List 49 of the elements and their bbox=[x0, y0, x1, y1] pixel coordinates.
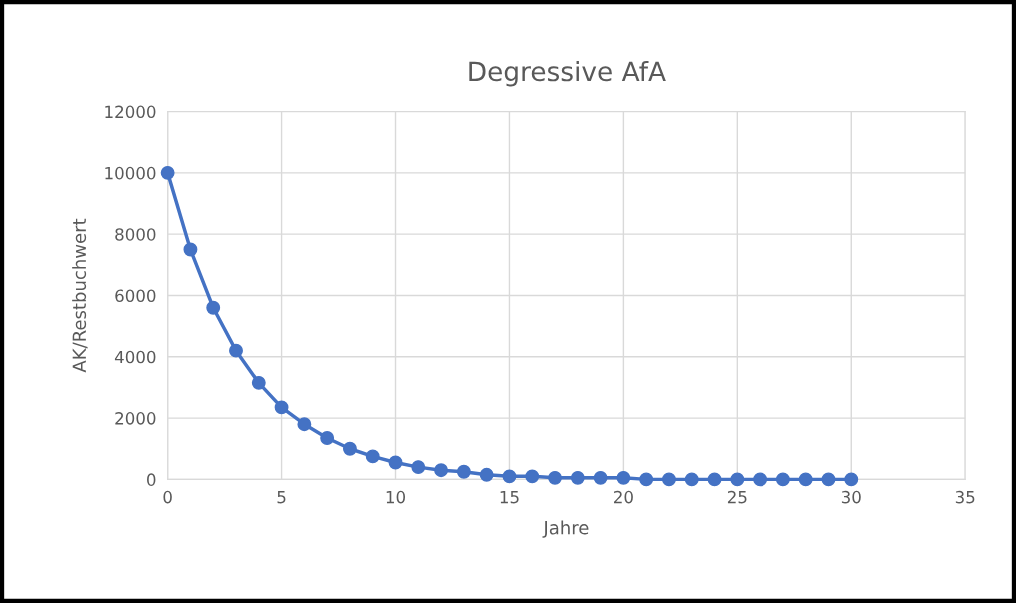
y-tick-label: 6000 bbox=[115, 289, 156, 303]
x-axis-title: Jahre bbox=[542, 520, 589, 538]
point bbox=[639, 472, 654, 487]
x-tick-label: 0 bbox=[163, 490, 172, 504]
point bbox=[844, 472, 859, 487]
point bbox=[570, 470, 585, 485]
point bbox=[616, 470, 631, 485]
point bbox=[502, 469, 517, 484]
point bbox=[160, 165, 175, 180]
y-tick-label: 12000 bbox=[105, 105, 156, 119]
y-tick-label: 0 bbox=[147, 473, 156, 486]
point bbox=[821, 472, 836, 487]
point bbox=[798, 472, 813, 487]
x-tick-label: 5 bbox=[277, 491, 286, 504]
point bbox=[411, 460, 426, 475]
y-tick-label: 8000 bbox=[115, 228, 156, 241]
point bbox=[320, 431, 335, 445]
point bbox=[251, 375, 266, 390]
point bbox=[525, 469, 540, 484]
point bbox=[297, 417, 312, 432]
point bbox=[753, 472, 768, 487]
y-tick-label: 10000 bbox=[105, 166, 156, 180]
point bbox=[479, 467, 494, 482]
point bbox=[274, 400, 289, 415]
point bbox=[183, 242, 198, 257]
x-tick-label: 15 bbox=[500, 491, 519, 504]
x-tick-label: 35 bbox=[955, 490, 975, 504]
x-tick-label: 25 bbox=[727, 490, 747, 504]
point bbox=[707, 472, 722, 487]
point bbox=[456, 464, 471, 479]
point bbox=[229, 343, 243, 358]
chart-title: Degressive AfA bbox=[469, 60, 666, 87]
point bbox=[434, 463, 449, 478]
point bbox=[730, 472, 745, 487]
x-tick-label: 30 bbox=[841, 490, 861, 504]
y-axis-title: AK/Restbuchwert bbox=[72, 218, 88, 373]
point bbox=[365, 449, 380, 464]
y-tick-label: 4000 bbox=[114, 350, 156, 364]
point bbox=[684, 472, 699, 487]
y-tick-label: 2000 bbox=[115, 412, 156, 425]
point bbox=[388, 455, 403, 470]
x-tick-label: 20 bbox=[614, 490, 633, 504]
point bbox=[593, 470, 608, 485]
x-tick-label: 10 bbox=[386, 490, 406, 504]
point bbox=[662, 472, 676, 487]
point bbox=[206, 300, 221, 315]
point bbox=[548, 470, 562, 485]
point bbox=[775, 472, 790, 487]
point bbox=[342, 441, 357, 456]
